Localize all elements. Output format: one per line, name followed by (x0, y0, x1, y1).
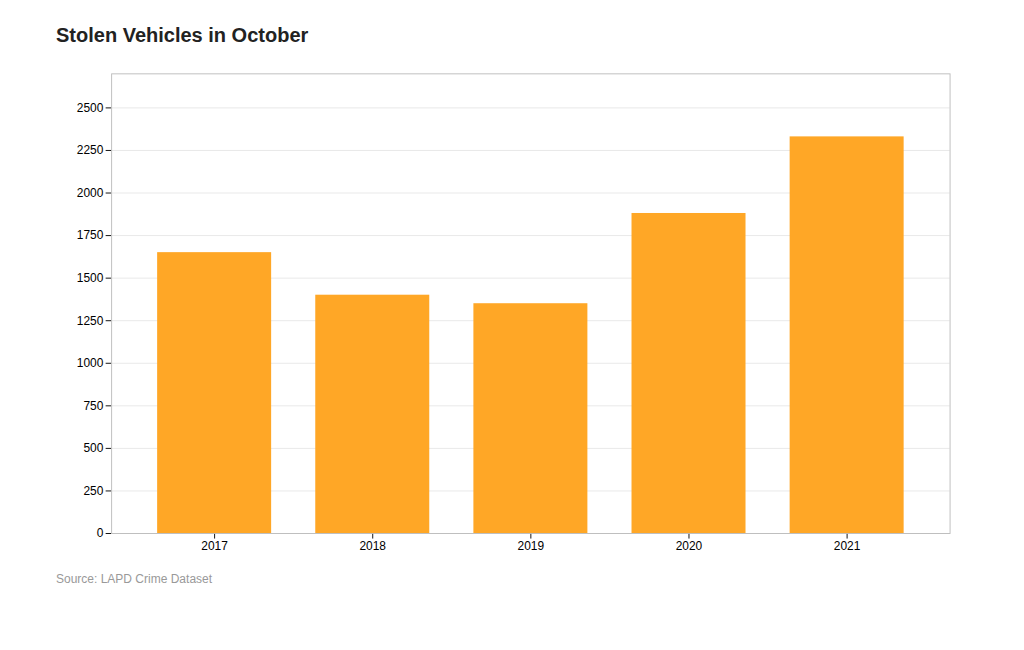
svg-text:250: 250 (83, 484, 103, 498)
svg-text:2250: 2250 (77, 143, 104, 157)
svg-text:2018: 2018 (359, 539, 386, 553)
svg-text:2020: 2020 (676, 539, 703, 553)
svg-text:1000: 1000 (77, 356, 104, 370)
html-text:Source: LAPD Crime Dataset: Source: LAPD Crime Dataset (56, 571, 213, 586)
svg-text:0: 0 (97, 526, 104, 540)
svg-text:1500: 1500 (77, 271, 104, 285)
svg-text:1750: 1750 (77, 228, 104, 242)
svg-text:1250: 1250 (77, 314, 104, 328)
svg-text:2017: 2017 (201, 539, 228, 553)
svg-text:750: 750 (83, 399, 103, 413)
svg-text:2019: 2019 (518, 539, 545, 553)
svg-text:2500: 2500 (77, 101, 104, 115)
svg-text:500: 500 (83, 441, 103, 455)
html-text:Stolen Vehicles in October: Stolen Vehicles in October (56, 24, 309, 46)
svg-text:2000: 2000 (77, 186, 104, 200)
svg-text:2021: 2021 (834, 539, 861, 553)
